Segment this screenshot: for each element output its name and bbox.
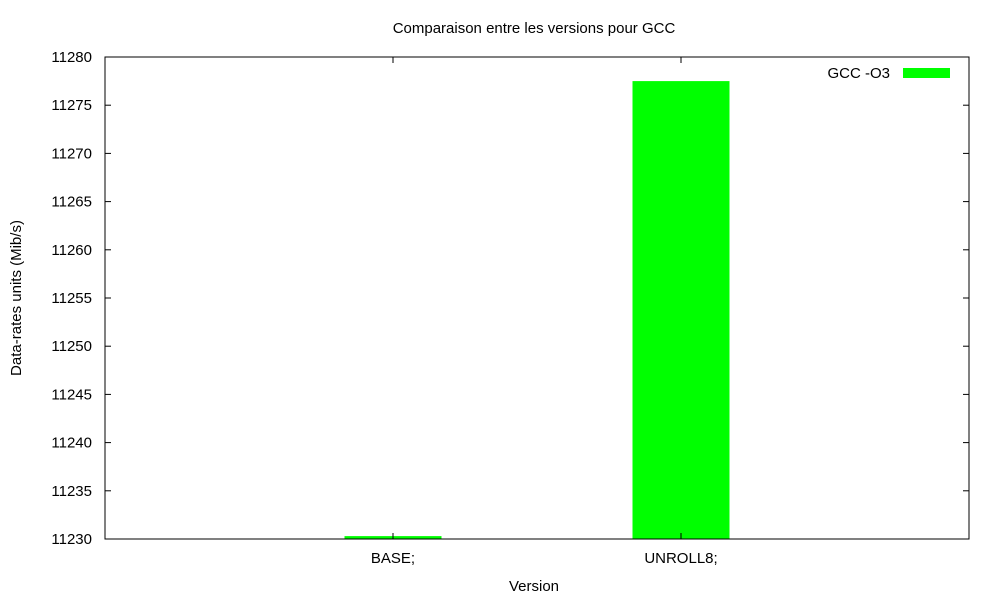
y-tick-label: 11255 (51, 290, 92, 307)
x-axis-label: Version (509, 578, 559, 595)
y-tick-label: 11270 (51, 145, 92, 162)
y-tick-label: 11250 (51, 338, 92, 355)
y-axis-label: Data-rates units (Mib/s) (8, 220, 25, 376)
legend-swatch (903, 68, 950, 78)
y-tick-label: 11275 (51, 97, 92, 114)
x-tick-label: BASE; (371, 550, 415, 567)
plot-area: 11230 11235 11240 11245 11250 11255 11260 11265… (51, 49, 970, 567)
y-tick-label: 11245 (51, 386, 92, 403)
bar-2 (632, 81, 730, 539)
chart-title: Comparaison entre les versions pour GCC (393, 20, 676, 37)
y-tick-label: 11260 (51, 242, 92, 259)
y-tick-label: 11280 (51, 49, 92, 66)
x-tick-label: UNROLL8; (644, 550, 717, 567)
y-tick-label: 11230 (51, 531, 92, 548)
y-tick-label: 11240 (51, 435, 92, 452)
y-tick-label: 11235 (51, 483, 92, 500)
legend-label: GCC -O3 (827, 65, 890, 82)
y-tick-label: 11265 (51, 194, 92, 211)
plot-frame (104, 56, 970, 540)
legend: GCC -O3 (827, 65, 950, 82)
